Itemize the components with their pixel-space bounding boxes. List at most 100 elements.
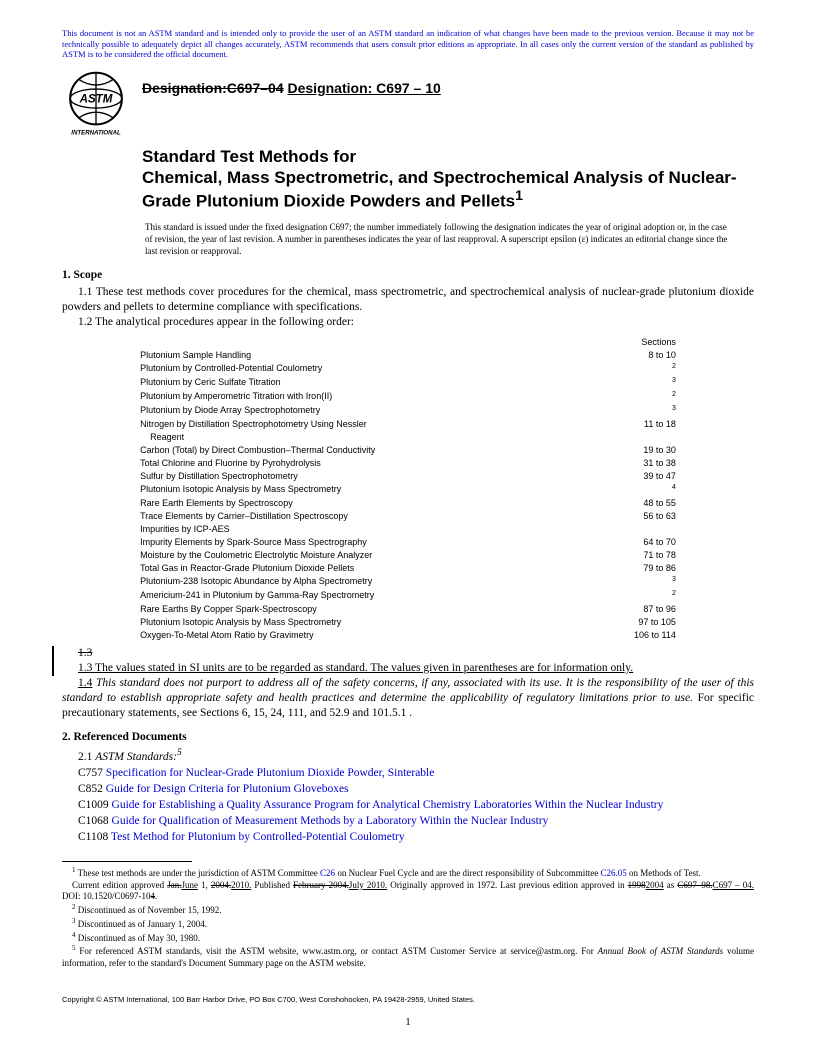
procedure-name: Plutonium Sample Handling xyxy=(140,349,563,360)
document-title: Standard Test Methods for Chemical, Mass… xyxy=(142,146,754,212)
reference-id: C1009 xyxy=(78,799,112,811)
page-number: 1 xyxy=(0,1016,816,1028)
procedure-sections: 2 xyxy=(565,362,676,374)
procedures-table: Sections Plutonium Sample Handling8 to 1… xyxy=(138,334,678,642)
procedure-sections: 3 xyxy=(565,404,676,416)
procedure-name: Americium-241 in Plutonium by Gamma-Ray … xyxy=(140,589,563,601)
table-row: Plutonium Sample Handling8 to 10 xyxy=(140,349,676,360)
reference-id: C852 xyxy=(78,783,106,795)
procedure-sections: 2 xyxy=(565,390,676,402)
procedure-name: Plutonium by Ceric Sulfate Titration xyxy=(140,376,563,388)
procedure-sections: 8 to 10 xyxy=(565,349,676,360)
reference-id: C1068 xyxy=(78,815,112,827)
procedure-sections: 2 xyxy=(565,589,676,601)
table-row: Impurity Elements by Spark-Source Mass S… xyxy=(140,536,676,547)
table-row: Plutonium by Ceric Sulfate Titration3 xyxy=(140,376,676,388)
procedure-name: Plutonium by Controlled-Potential Coulom… xyxy=(140,362,563,374)
designation-old: Designation:C697–04 xyxy=(142,80,284,96)
procedure-sections: 4 xyxy=(565,483,676,495)
procedure-name: Impurity Elements by Spark-Source Mass S… xyxy=(140,536,563,547)
title-rest: Chemical, Mass Spectrometric, and Spectr… xyxy=(142,168,737,211)
procedure-name: Total Gas in Reactor-Grade Plutonium Dio… xyxy=(140,562,563,573)
table-row: Plutonium by Diode Array Spectrophotomet… xyxy=(140,404,676,416)
astm-logo: ASTM INTERNATIONAL xyxy=(62,70,130,138)
footnote-4: 4 Discontinued as of May 30, 1980. xyxy=(62,931,754,945)
reference-item: C757 Specification for Nuclear-Grade Plu… xyxy=(62,765,754,781)
reference-link[interactable]: Guide for Qualification of Measurement M… xyxy=(112,815,549,827)
reference-id: C757 xyxy=(78,767,106,779)
procedure-name: Trace Elements by Carrier–Distillation S… xyxy=(140,510,563,521)
procedure-sections: 3 xyxy=(565,575,676,587)
fn1-link1[interactable]: C26 xyxy=(320,868,335,878)
reference-link[interactable]: Guide for Design Criteria for Plutonium … xyxy=(106,783,349,795)
reference-id: C1108 xyxy=(78,831,111,843)
table-row: Trace Elements by Carrier–Distillation S… xyxy=(140,510,676,521)
table-row: Plutonium-238 Isotopic Abundance by Alph… xyxy=(140,575,676,587)
procedure-name: Reagent xyxy=(140,431,563,442)
table-row: Total Gas in Reactor-Grade Plutonium Dio… xyxy=(140,562,676,573)
procedure-name: Plutonium by Amperometric Titration with… xyxy=(140,390,563,402)
procedure-name: Rare Earth Elements by Spectroscopy xyxy=(140,497,563,508)
procedure-sections: 87 to 96 xyxy=(565,603,676,614)
svg-text:INTERNATIONAL: INTERNATIONAL xyxy=(71,129,121,136)
procedure-sections: 79 to 86 xyxy=(565,562,676,573)
footnote-1: 1 These test methods are under the juris… xyxy=(62,866,754,880)
procedure-name: Impurities by ICP-AES xyxy=(140,523,563,534)
procedure-name: Sulfur by Distillation Spectrophotometry xyxy=(140,470,563,481)
scope-1-4-italic: This standard does not purport to addres… xyxy=(62,677,754,704)
procedure-sections: 64 to 70 xyxy=(565,536,676,547)
procedure-name: Rare Earths By Copper Spark-Spectroscopy xyxy=(140,603,563,614)
procedure-sections: 97 to 105 xyxy=(565,616,676,627)
scope-heading: 1. Scope xyxy=(62,269,754,281)
refdoc-heading: 2. Referenced Documents xyxy=(62,731,754,743)
reference-item: C852 Guide for Design Criteria for Pluto… xyxy=(62,781,754,797)
table-row: Plutonium by Controlled-Potential Coulom… xyxy=(140,362,676,374)
procedure-sections: 19 to 30 xyxy=(565,444,676,455)
title-block: Standard Test Methods for Chemical, Mass… xyxy=(142,146,754,257)
procedure-name: Moisture by the Coulometric Electrolytic… xyxy=(140,549,563,560)
scope-1-1: 1.1 These test methods cover procedures … xyxy=(62,285,754,315)
table-row: Oxygen-To-Metal Atom Ratio by Gravimetry… xyxy=(140,629,676,640)
table-row: Plutonium by Amperometric Titration with… xyxy=(140,390,676,402)
table-row: Impurities by ICP-AES xyxy=(140,523,676,534)
procedure-name: Oxygen-To-Metal Atom Ratio by Gravimetry xyxy=(140,629,563,640)
scope-1-3-under: 1.3 The values stated in SI units are to… xyxy=(78,662,633,674)
issue-note: This standard is issued under the fixed … xyxy=(145,222,734,257)
title-line1: Standard Test Methods for xyxy=(142,147,356,166)
refdoc-21-num: 2.1 xyxy=(78,751,95,763)
procedure-sections: 106 to 114 xyxy=(565,629,676,640)
table-row: Sulfur by Distillation Spectrophotometry… xyxy=(140,470,676,481)
refdoc-21-label: ASTM Standards: xyxy=(95,751,177,763)
reference-link[interactable]: Specification for Nuclear-Grade Plutoniu… xyxy=(106,767,435,779)
svg-text:ASTM: ASTM xyxy=(79,94,113,106)
reference-link[interactable]: Test Method for Plutonium by Controlled-… xyxy=(111,831,405,843)
fn1c: on Nuclear Fuel Cycle and are the direct… xyxy=(335,868,600,878)
header-row: ASTM INTERNATIONAL Designation:C697–04 D… xyxy=(62,70,754,138)
scope-1-2: 1.2 The analytical procedures appear in … xyxy=(62,315,754,330)
reference-item: C1009 Guide for Establishing a Quality A… xyxy=(62,797,754,813)
designation-new: Designation: C697 – 10 xyxy=(288,80,441,96)
procedure-sections: 39 to 47 xyxy=(565,470,676,481)
fn1e: on Methods of Test. xyxy=(627,868,701,878)
scope-1-3-strike: 1.3 xyxy=(78,647,92,659)
change-bar-block: 1.3 1.3 The values stated in SI units ar… xyxy=(52,646,754,676)
footnote-1-line2: Current edition approved Jan.June 1, 200… xyxy=(62,880,754,903)
footnote-5: 5 For referenced ASTM standards, visit t… xyxy=(62,944,754,969)
reference-item: C1068 Guide for Qualification of Measure… xyxy=(62,813,754,829)
procedure-sections xyxy=(565,431,676,442)
fn1-link2[interactable]: C26.05 xyxy=(601,868,627,878)
procedure-name: Plutonium Isotopic Analysis by Mass Spec… xyxy=(140,483,563,495)
footnote-2: 2 Discontinued as of November 15, 1992. xyxy=(62,903,754,917)
table-row: Plutonium Isotopic Analysis by Mass Spec… xyxy=(140,483,676,495)
table-row: Total Chlorine and Fluorine by Pyrohydro… xyxy=(140,457,676,468)
reference-link[interactable]: Guide for Establishing a Quality Assuran… xyxy=(112,799,664,811)
refdoc-2-1: 2.1 ASTM Standards:5 xyxy=(62,747,754,765)
revision-notice: This document is not an ASTM standard an… xyxy=(62,28,754,60)
procedure-name: Carbon (Total) by Direct Combustion–Ther… xyxy=(140,444,563,455)
procedure-sections: 11 to 18 xyxy=(565,418,676,429)
refdoc-21-sup: 5 xyxy=(177,747,182,758)
copyright: Copyright © ASTM International, 100 Barr… xyxy=(62,995,475,1004)
procedure-name: Plutonium-238 Isotopic Abundance by Alph… xyxy=(140,575,563,587)
sections-col-head: Sections xyxy=(565,336,676,347)
footnote-3: 3 Discontinued as of January 1, 2004. xyxy=(62,917,754,931)
